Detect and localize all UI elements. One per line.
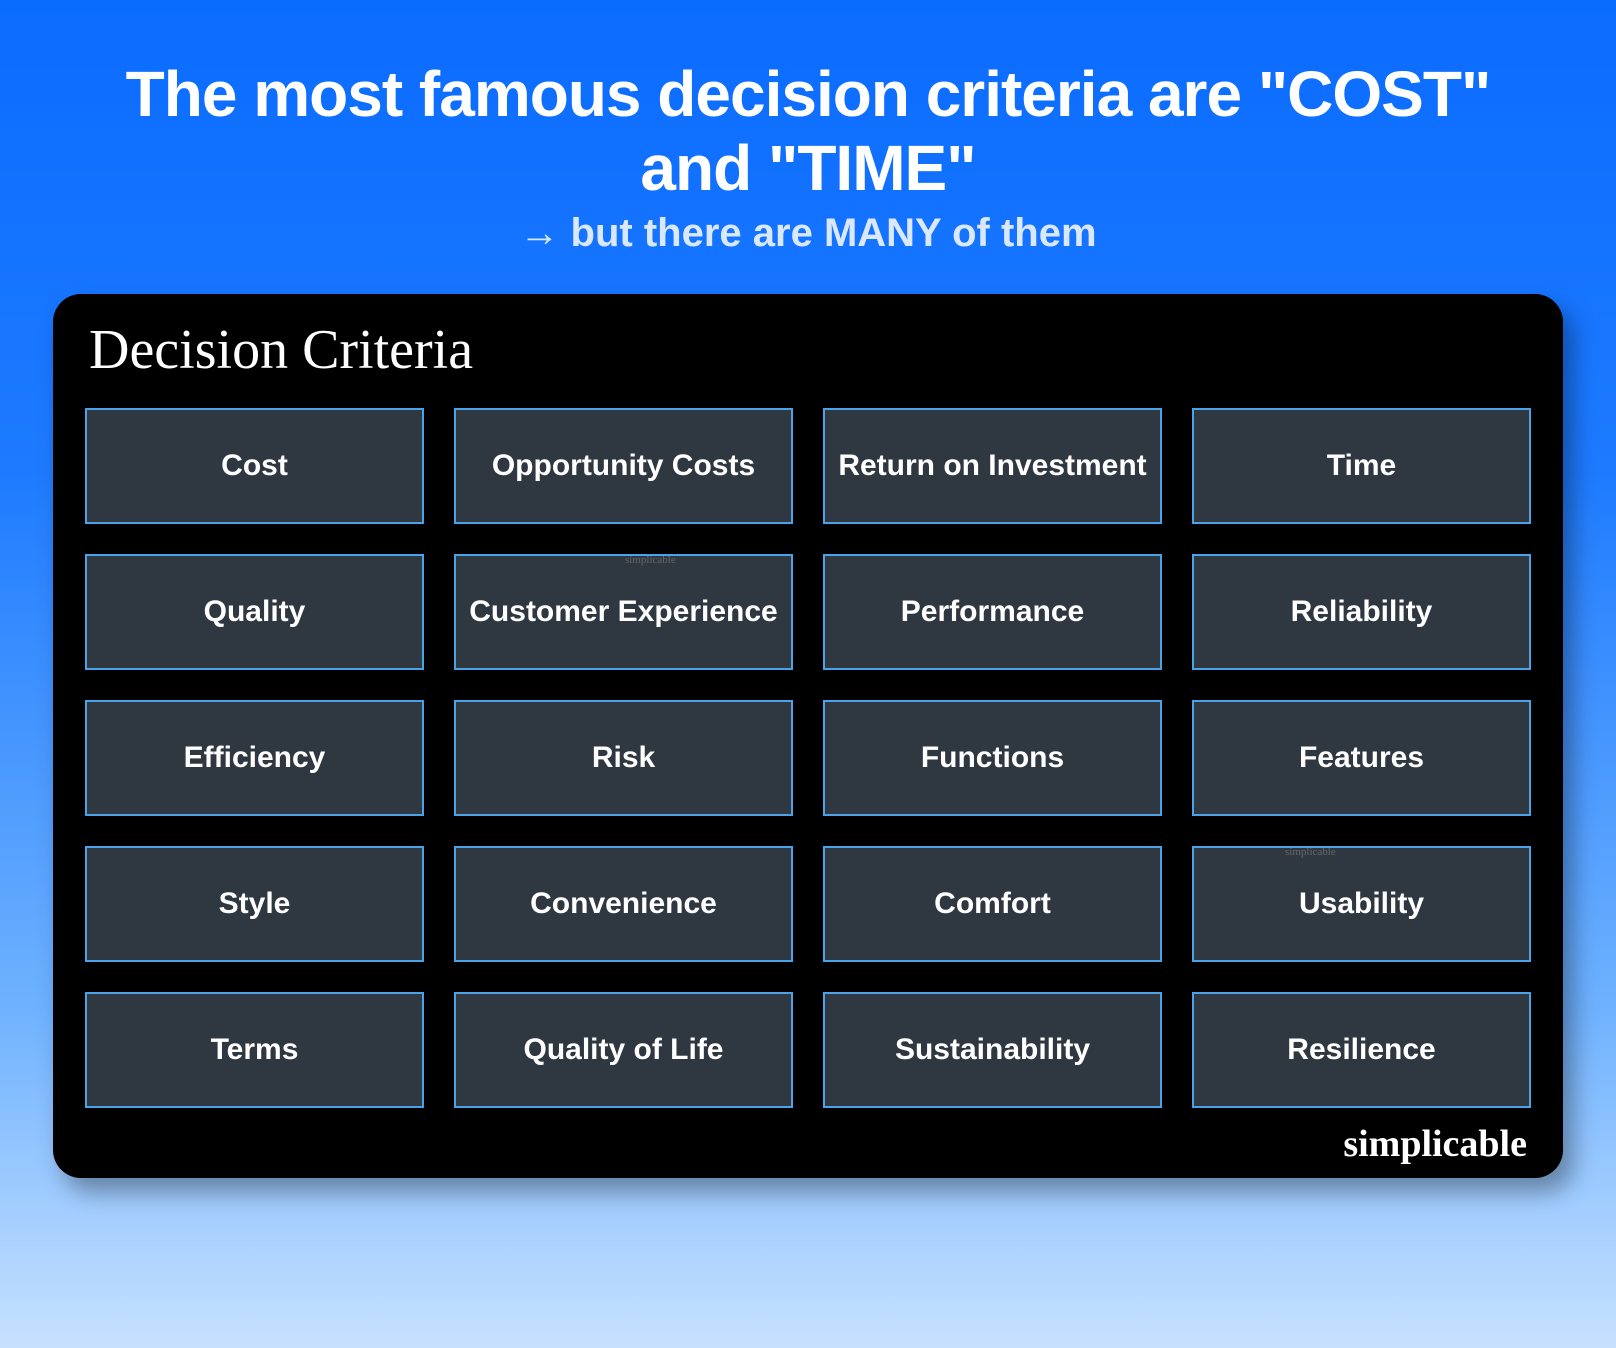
criteria-cell: Cost [85, 408, 424, 524]
criteria-cell: Time [1192, 408, 1531, 524]
criteria-cell: Customer Experience [454, 554, 793, 670]
criteria-cell: Functions [823, 700, 1162, 816]
criteria-cell: Usability [1192, 846, 1531, 962]
criteria-cell: Risk [454, 700, 793, 816]
criteria-cell: Style [85, 846, 424, 962]
criteria-cell: Comfort [823, 846, 1162, 962]
criteria-cell: Resilience [1192, 992, 1531, 1108]
attribution-text: simplicable [85, 1122, 1527, 1166]
criteria-grid: Cost Opportunity Costs Return on Investmen… [85, 408, 1531, 1108]
criteria-cell: Quality of Life [454, 992, 793, 1108]
criteria-cell: Opportunity Costs [454, 408, 793, 524]
criteria-cell: Reliability [1192, 554, 1531, 670]
panel-title: Decision Criteria [89, 318, 1531, 382]
criteria-cell: Sustainability [823, 992, 1162, 1108]
criteria-cell: Convenience [454, 846, 793, 962]
criteria-cell: Features [1192, 700, 1531, 816]
criteria-cell: Terms [85, 992, 424, 1108]
criteria-cell: Quality [85, 554, 424, 670]
criteria-panel: Decision Criteria Cost Opportunity Costs R… [53, 294, 1563, 1178]
criteria-cell: Performance [823, 554, 1162, 670]
subline-text: → but there are MANY of them [519, 211, 1096, 256]
criteria-cell: Return on Investment [823, 408, 1162, 524]
headline-text: The most famous decision criteria are "C… [81, 58, 1535, 205]
criteria-cell: Efficiency [85, 700, 424, 816]
